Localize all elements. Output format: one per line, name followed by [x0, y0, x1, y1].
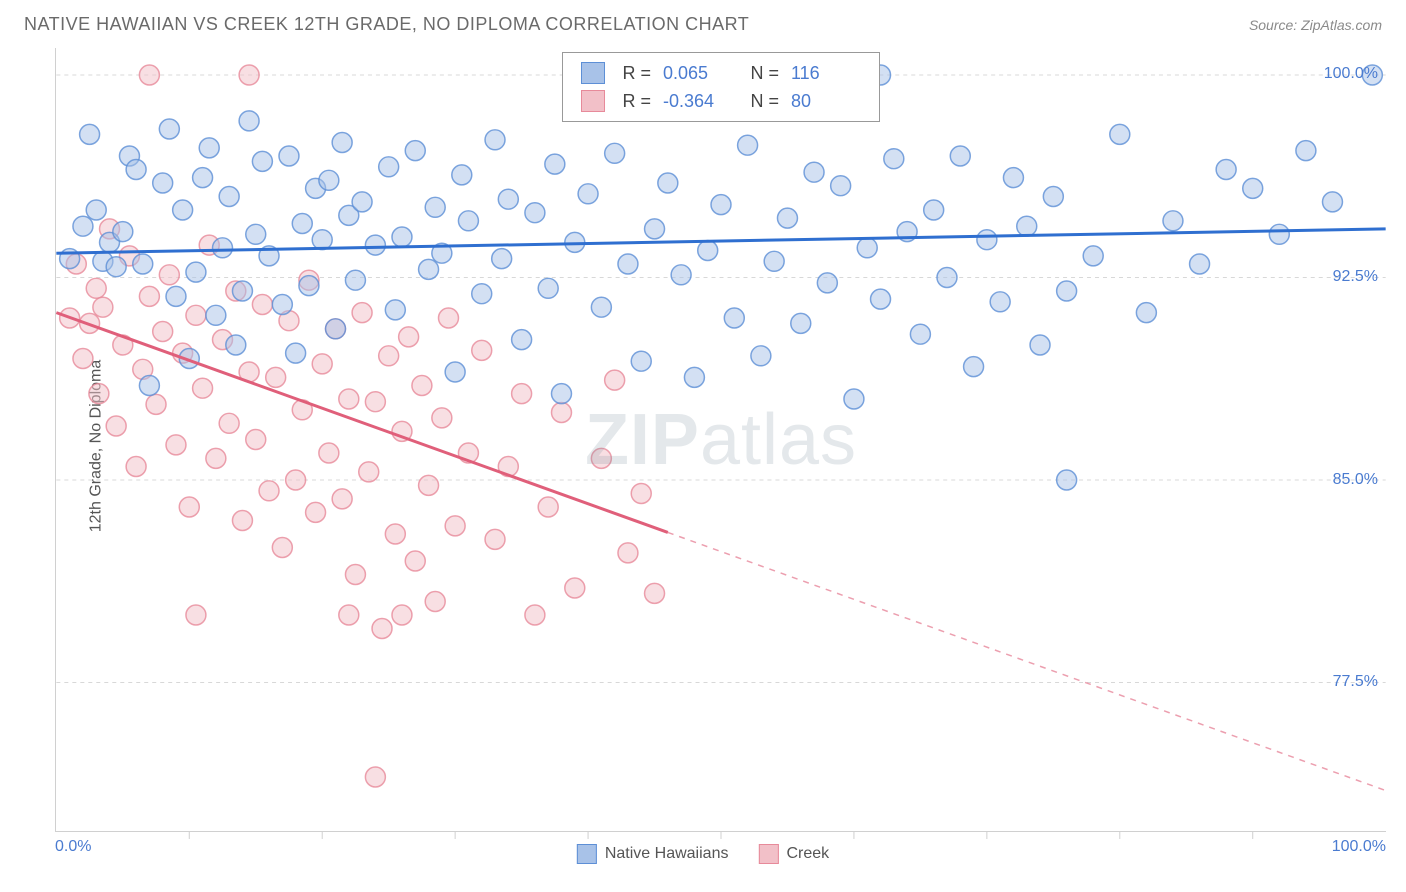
legend-item-hawaiian: Native Hawaiians — [577, 844, 729, 864]
plot-area: ZIPatlas R = 0.065 N = 116 R = -0.364 N … — [55, 48, 1386, 832]
chart-title: NATIVE HAWAIIAN VS CREEK 12TH GRADE, NO … — [24, 14, 749, 35]
x-axis-min: 0.0% — [55, 838, 91, 856]
y-axis-tick: 92.5% — [1333, 268, 1378, 286]
legend-item-creek: Creek — [758, 844, 829, 864]
bottom-legend: Native Hawaiians Creek — [577, 844, 829, 864]
swatch-hawaiian — [581, 62, 605, 84]
scatter-svg — [56, 48, 1386, 831]
stats-row-hawaiian: R = 0.065 N = 116 — [581, 59, 861, 87]
y-axis-tick: 85.0% — [1333, 471, 1378, 489]
stats-legend: R = 0.065 N = 116 R = -0.364 N = 80 — [562, 52, 880, 122]
y-axis-tick: 77.5% — [1333, 673, 1378, 691]
swatch-creek — [581, 90, 605, 112]
y-axis-tick: 100.0% — [1324, 65, 1378, 83]
header: NATIVE HAWAIIAN VS CREEK 12TH GRADE, NO … — [0, 0, 1406, 43]
x-axis-max: 100.0% — [1332, 838, 1386, 856]
legend-swatch-creek — [758, 844, 778, 864]
stats-row-creek: R = -0.364 N = 80 — [581, 87, 861, 115]
legend-swatch-hawaiian — [577, 844, 597, 864]
source-label: Source: ZipAtlas.com — [1249, 17, 1382, 33]
